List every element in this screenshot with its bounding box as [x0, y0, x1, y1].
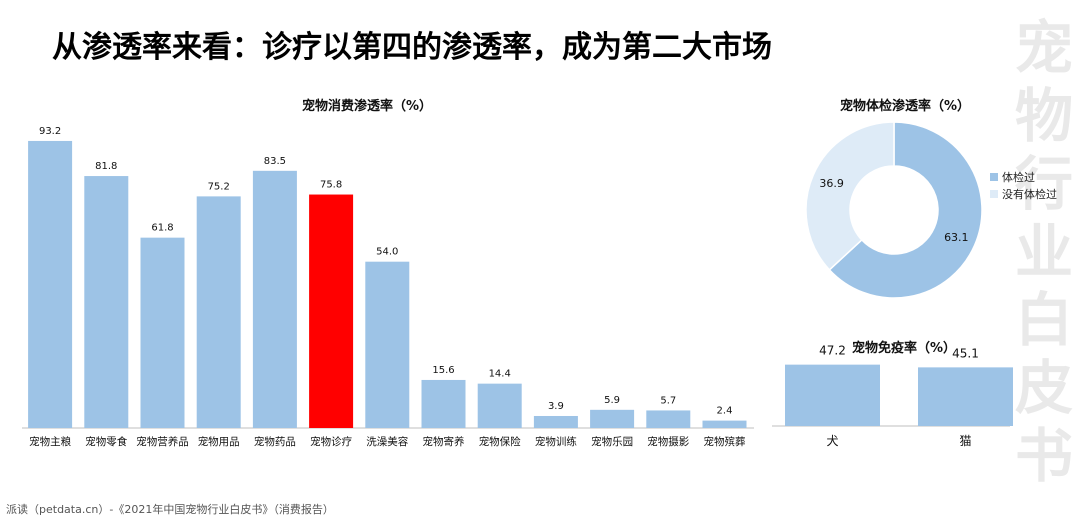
bar-value-label: 75.2 [208, 181, 230, 192]
bar [421, 379, 466, 428]
category-label: 宠物用品 [198, 435, 240, 448]
category-label: 宠物摄影 [647, 435, 689, 448]
bar [702, 420, 747, 428]
bar-value-label: 75.8 [320, 180, 342, 191]
immunity-category-label: 犬 [826, 434, 838, 448]
bar-value-label: 15.6 [432, 365, 454, 376]
bar-value-label: 54.0 [376, 247, 398, 258]
immunity-bar [785, 364, 880, 426]
category-label: 宠物药品 [254, 435, 296, 448]
immunity-value-label: 45.1 [952, 346, 979, 360]
page-title: 从渗透率来看：诊疗以第四的渗透率，成为第二大市场 [52, 30, 772, 65]
legend-swatch [990, 189, 998, 198]
bar [309, 194, 354, 428]
category-label: 宠物零食 [85, 435, 127, 448]
bar [590, 409, 635, 428]
legend-swatch [990, 172, 998, 181]
watermark-char: 宠 [1014, 14, 1073, 82]
watermark-char: 皮 [1014, 354, 1073, 422]
bar-value-label: 81.8 [95, 161, 117, 172]
legend-label: 没有体检过 [1002, 187, 1057, 201]
immunity-category-label: 猫 [959, 434, 971, 448]
bar [28, 140, 73, 428]
donut-legend: 体检过 没有体检过 [990, 168, 1057, 202]
bar-chart-title: 宠物消费渗透率（%） [302, 99, 433, 114]
bar-value-label: 83.5 [264, 156, 286, 167]
watermark: 宠 物 行 业 白 皮 书 [1012, 14, 1076, 490]
immunity-bar [918, 367, 1013, 426]
bar-value-label: 2.4 [717, 406, 733, 417]
watermark-char: 行 [1014, 150, 1073, 218]
immunity-value-label: 47.2 [819, 344, 846, 358]
watermark-char: 书 [1014, 422, 1073, 490]
bar [196, 196, 241, 428]
bar-value-label: 3.9 [548, 401, 564, 412]
watermark-char: 业 [1014, 218, 1073, 286]
bar [533, 415, 578, 428]
bar-value-label: 93.2 [39, 126, 61, 137]
source-note: 派读（petdata.cn）-《2021年中国宠物行业白皮书》（消费报告） [6, 503, 334, 516]
category-label: 宠物殡葬 [704, 435, 746, 448]
bar-value-label: 5.7 [660, 395, 676, 406]
legend-label: 体检过 [1002, 170, 1035, 184]
category-label: 宠物主粮 [29, 435, 71, 448]
bar [477, 383, 522, 428]
watermark-char: 物 [1014, 82, 1073, 150]
bar [365, 261, 410, 428]
bar [646, 410, 691, 428]
bar-value-label: 61.8 [151, 223, 173, 234]
category-label: 洗澡美容 [366, 435, 408, 448]
bar [252, 170, 297, 428]
bar-value-label: 5.9 [604, 395, 620, 406]
category-label: 宠物寄养 [423, 435, 465, 448]
category-label: 宠物训练 [535, 435, 577, 448]
donut-value-label: 36.9 [819, 177, 844, 190]
bar [140, 237, 185, 428]
category-label: 宠物营养品 [136, 435, 189, 448]
category-label: 宠物诊疗 [310, 435, 352, 448]
category-label: 宠物保险 [479, 435, 521, 448]
watermark-char: 白 [1014, 286, 1073, 354]
immunity-chart-title: 宠物免疫率（%） [852, 341, 957, 356]
donut-value-label: 63.1 [944, 231, 969, 244]
donut-slice [828, 121, 983, 299]
donut-slice [805, 121, 895, 271]
legend-item: 没有体检过 [990, 185, 1057, 202]
category-label: 宠物乐园 [591, 435, 633, 448]
donut-chart-title: 宠物体检渗透率（%） [840, 99, 971, 114]
bar [84, 176, 129, 428]
legend-item: 体检过 [990, 168, 1057, 185]
bar-value-label: 14.4 [489, 369, 511, 380]
